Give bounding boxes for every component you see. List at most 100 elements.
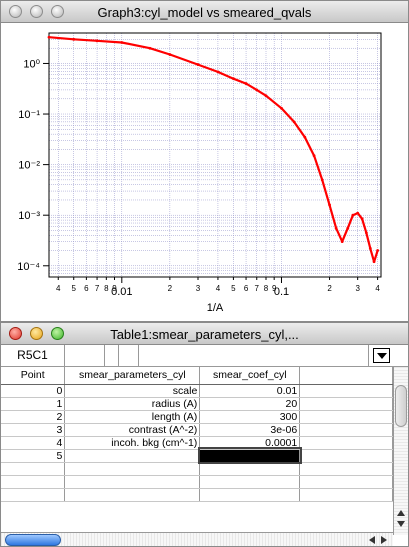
entry-cell[interactable]	[119, 345, 139, 367]
x-tick-label: 3	[355, 284, 360, 293]
parameter-cell[interactable]: contrast (A^-2)	[64, 423, 201, 437]
data-point	[303, 135, 307, 139]
table-row: 2 length (A) 300	[1, 410, 393, 424]
x-tick-label: 4	[216, 284, 221, 293]
x-axis-label: 1/A	[207, 302, 224, 314]
row-number: 1	[1, 397, 66, 411]
entry-cell[interactable]	[105, 345, 119, 367]
vertical-scrollbar[interactable]	[393, 367, 408, 535]
plot-frame	[48, 32, 382, 278]
data-point	[196, 63, 200, 66]
data-point	[351, 213, 355, 217]
table-row: 3 contrast (A^-2) 3e-06	[1, 423, 393, 437]
parameter-cell[interactable]: radius (A)	[64, 397, 201, 411]
column-header-coefficients[interactable]: smear_coef_cyl	[199, 367, 301, 385]
table-row	[1, 475, 393, 489]
chart-axes	[43, 32, 382, 283]
x-tick-label: 4	[56, 284, 61, 293]
table-row: 0 scale 0.01	[1, 384, 393, 398]
empty-cell[interactable]	[299, 449, 393, 463]
chart[interactable]: 4 5 6 7 8 90.01 2 3 4 5 6 7 8 90.1 2 3 410⁻⁴10⁻³10⁻²10⁻¹…	[1, 23, 408, 321]
empty-cell[interactable]	[299, 384, 393, 398]
table-row	[1, 488, 393, 502]
data-point	[364, 231, 368, 235]
x-tick-label: 9	[112, 284, 117, 293]
scroll-left-icon[interactable]	[369, 536, 375, 544]
horizontal-scrollbar[interactable]	[1, 532, 393, 546]
data-point	[244, 82, 248, 85]
data-point	[255, 88, 259, 92]
value-cell[interactable]: 3e-06	[199, 423, 301, 437]
vertical-scroll-thumb[interactable]	[395, 385, 407, 427]
data-point	[312, 154, 316, 158]
parameter-cell[interactable]: incoh. bkg (cm^-1)	[64, 436, 201, 450]
column-header-empty[interactable]	[299, 367, 393, 385]
row-number: 0	[1, 384, 66, 398]
parameter-cell[interactable]	[64, 449, 201, 463]
value-cell[interactable]: 0.0001	[199, 436, 301, 450]
table-row: 4 incoh. bkg (cm^-1) 0.0001	[1, 436, 393, 450]
x-tick-label: 2	[327, 284, 332, 293]
graph-title-bar[interactable]: Graph3:cyl_model vs smeared_qvals	[1, 1, 408, 23]
minimize-button[interactable]	[30, 327, 43, 340]
x-tick-label: 4	[375, 284, 380, 293]
data-point	[372, 260, 376, 264]
value-cell[interactable]: 20	[199, 397, 301, 411]
x-tick-label: 7	[95, 284, 100, 293]
empty-cell[interactable]	[299, 423, 393, 437]
data-point	[356, 211, 360, 215]
table-menu-dropdown-icon[interactable]	[373, 348, 390, 363]
table-window: Table1:smear_parameters_cyl,... R5C1 Poi…	[0, 322, 409, 547]
scroll-down-icon[interactable]	[397, 521, 405, 527]
zoom-button[interactable]	[51, 327, 64, 340]
x-tick-label: 9	[272, 284, 277, 293]
data-point	[340, 240, 344, 244]
x-tick-label: 7	[255, 284, 260, 293]
data-point	[120, 41, 124, 44]
scroll-right-icon[interactable]	[381, 536, 387, 544]
data-point	[168, 53, 172, 56]
selected-cell[interactable]	[197, 447, 302, 464]
value-cell[interactable]: 0.01	[199, 384, 301, 398]
table-grid: Point smear_parameters_cyl smear_coef_cy…	[1, 367, 393, 532]
value-cell[interactable]: 300	[199, 410, 301, 424]
data-table: Point smear_parameters_cyl smear_coef_cy…	[1, 367, 393, 502]
table-header-row: Point smear_parameters_cyl smear_coef_cy…	[1, 367, 393, 385]
column-header-parameters[interactable]: smear_parameters_cyl	[64, 367, 201, 385]
data-point	[320, 178, 324, 182]
entry-field[interactable]	[139, 345, 369, 367]
close-button[interactable]	[9, 327, 22, 340]
row-number: 5	[1, 449, 66, 463]
parameter-cell[interactable]: scale	[64, 384, 201, 398]
zoom-button[interactable]	[51, 5, 64, 18]
table-title-bar[interactable]: Table1:smear_parameters_cyl,...	[1, 323, 408, 345]
minimize-button[interactable]	[30, 5, 43, 18]
data-point	[346, 226, 350, 230]
empty-cell[interactable]	[299, 410, 393, 424]
table-row: 5	[1, 447, 393, 464]
empty-cell[interactable]	[299, 397, 393, 411]
entry-line: R5C1	[1, 345, 408, 367]
data-point	[95, 39, 99, 43]
data-point	[328, 203, 331, 207]
data-point	[334, 226, 338, 230]
close-button[interactable]	[9, 5, 22, 18]
row-number: 4	[1, 436, 66, 450]
horizontal-scroll-thumb[interactable]	[5, 534, 61, 546]
table-row: 1 radius (A) 20	[1, 397, 393, 411]
y-tick-label: 10⁻⁴	[17, 261, 40, 273]
table-row	[1, 462, 393, 476]
empty-cell[interactable]	[299, 436, 393, 450]
data-point	[232, 77, 235, 81]
scroll-up-icon[interactable]	[397, 510, 405, 516]
x-tick-label: 5	[231, 284, 236, 293]
data-point	[47, 35, 51, 39]
entry-cell[interactable]	[65, 345, 105, 367]
x-tick-label: 8	[104, 284, 109, 293]
x-tick-label: 3	[196, 284, 201, 293]
table-window-title: Table1:smear_parameters_cyl,...	[110, 327, 299, 342]
data-point	[360, 217, 364, 221]
column-header-point[interactable]: Point	[1, 367, 66, 385]
parameter-cell[interactable]: length (A)	[64, 410, 201, 424]
data-point	[264, 94, 268, 98]
